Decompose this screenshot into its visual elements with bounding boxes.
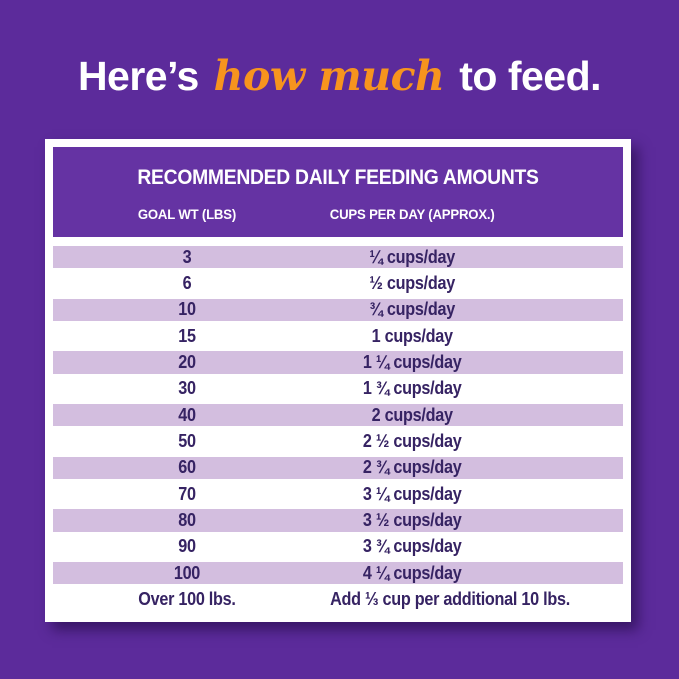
weight-cell: 80 <box>178 510 196 531</box>
column-header-cups-per-day: CUPS PER DAY (APPROX.) <box>329 206 495 222</box>
cups-cell: ¼ cups/day <box>369 246 455 267</box>
column-headers: GOAL WT (LBS) CUPS PER DAY (APPROX.) <box>53 206 623 222</box>
table-title: RECOMMENDED DAILY FEEDING AMOUNTS <box>137 166 539 189</box>
page-title: Here’s how much to feed. <box>0 52 679 100</box>
table-row: Over 100 lbs. Add ⅓ cup per additional 10… <box>53 586 623 613</box>
cups-cell: 1 cups/day <box>371 325 453 346</box>
table-row: 50 2 ½ cups/day <box>53 428 623 455</box>
weight-cell: 3 <box>182 246 192 267</box>
cups-cell: 1 ¾ cups/day <box>362 378 462 399</box>
weight-cell: 15 <box>178 325 196 346</box>
weight-cell: 60 <box>178 457 196 478</box>
table-row: 100 4 ¼ cups/day <box>53 560 623 587</box>
cups-cell: ¾ cups/day <box>369 299 455 320</box>
table-row: 40 2 cups/day <box>53 402 623 429</box>
page-title-highlight: how much <box>213 52 445 100</box>
table-row: 80 3 ½ cups/day <box>53 507 623 534</box>
table-row: 30 1 ¾ cups/day <box>53 375 623 403</box>
table-row: 90 3 ¾ cups/day <box>53 533 623 561</box>
weight-cell: 40 <box>178 404 196 425</box>
table-row: 60 2 ¾ cups/day <box>53 454 623 482</box>
weight-cell: 50 <box>178 431 196 452</box>
table-row: 6 ½ cups/day <box>53 270 623 297</box>
page-title-prefix: Here’s <box>77 53 210 99</box>
cups-cell: ½ cups/day <box>369 273 455 294</box>
cups-cell: 3 ¾ cups/day <box>362 536 462 557</box>
feeding-table-card: RECOMMENDED DAILY FEEDING AMOUNTS GOAL W… <box>45 139 631 622</box>
weight-cell: Over 100 lbs. <box>138 589 236 610</box>
cups-cell: 3 ¼ cups/day <box>362 483 462 504</box>
table-header: RECOMMENDED DAILY FEEDING AMOUNTS GOAL W… <box>53 147 623 237</box>
page-title-suffix: to feed. <box>448 53 602 99</box>
weight-cell: 70 <box>178 483 196 504</box>
weight-cell: 20 <box>178 352 196 373</box>
table-row: 3 ¼ cups/day <box>53 244 623 271</box>
table-row: 70 3 ¼ cups/day <box>53 481 623 508</box>
weight-cell: 10 <box>178 299 196 320</box>
weight-cell: 100 <box>173 562 201 583</box>
table-row: 20 1 ¼ cups/day <box>53 349 623 376</box>
cups-cell: 2 ½ cups/day <box>362 431 462 452</box>
cups-cell: 1 ¼ cups/day <box>362 352 462 373</box>
cups-cell: 2 cups/day <box>371 404 453 425</box>
cups-cell: 4 ¼ cups/day <box>362 562 462 583</box>
cups-cell: Add ⅓ cup per additional 10 lbs. <box>330 589 570 610</box>
table-row: 10 ¾ cups/day <box>53 296 623 324</box>
column-header-goal-wt: GOAL WT (LBS) <box>137 206 237 222</box>
weight-cell: 90 <box>178 536 196 557</box>
table-row: 15 1 cups/day <box>53 323 623 350</box>
weight-cell: 6 <box>182 273 192 294</box>
weight-cell: 30 <box>178 378 196 399</box>
cups-cell: 3 ½ cups/day <box>362 510 462 531</box>
cups-cell: 2 ¾ cups/day <box>362 457 462 478</box>
